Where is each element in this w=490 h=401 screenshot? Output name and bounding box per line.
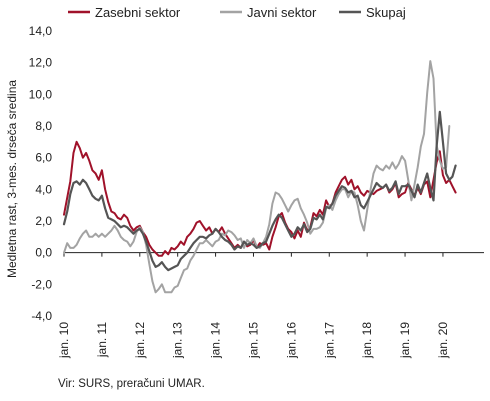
y-tick-label: 8,0 xyxy=(35,119,52,133)
y-axis-label: Medletna rast, 3-mes. drseča sredina xyxy=(5,80,19,278)
legend-item: Zasebni sektor xyxy=(68,5,181,20)
legend-label: Javni sektor xyxy=(247,5,317,20)
x-tick-label: jan. 11 xyxy=(95,322,109,358)
plot-area xyxy=(62,60,457,294)
y-axis: -4,0 -2,0 0,0 2,0 4,0 6,0 8,0 10,0 12,0 14,0 xyxy=(29,24,53,323)
x-tick-label: jan. 19 xyxy=(398,322,412,359)
source-note: Vir: SURS, preračuni UMAR. xyxy=(58,378,205,390)
legend-label: Zasebni sektor xyxy=(95,5,181,20)
x-tick-label: jan. 14 xyxy=(209,322,223,359)
y-tick-label: 12,0 xyxy=(29,56,53,70)
series-line-javni-sektor xyxy=(63,60,451,294)
y-tick-label: 2,0 xyxy=(35,214,52,228)
legend: Zasebni sektor Javni sektor Skupaj xyxy=(68,5,406,20)
x-tick-label: jan. 12 xyxy=(133,322,147,359)
series-line-skupaj xyxy=(62,110,457,272)
x-tick-label: jan. 18 xyxy=(360,322,374,359)
y-tick-label: 14,0 xyxy=(29,24,53,38)
x-tick-label: jan. 13 xyxy=(171,322,185,359)
legend-label: Skupaj xyxy=(366,5,406,20)
y-tick-label: -4,0 xyxy=(31,309,52,323)
y-tick-label: -2,0 xyxy=(31,277,52,291)
y-tick-label: 0,0 xyxy=(35,246,52,260)
x-tick-label: jan. 20 xyxy=(436,322,450,359)
y-tick-label: 10,0 xyxy=(29,87,53,101)
legend-item: Javni sektor xyxy=(220,5,317,20)
legend-item: Skupaj xyxy=(339,5,406,20)
x-tick-label: jan. 15 xyxy=(246,322,260,359)
x-tick-label: jan. 17 xyxy=(322,322,336,359)
x-axis: jan. 10 jan. 11 jan. 12 jan. 13 jan. 14 jan. … xyxy=(57,252,484,359)
x-tick-label: jan. 16 xyxy=(284,322,298,359)
x-tick-label: jan. 10 xyxy=(57,322,71,359)
y-tick-label: 4,0 xyxy=(35,182,52,196)
y-tick-label: 6,0 xyxy=(35,151,52,165)
